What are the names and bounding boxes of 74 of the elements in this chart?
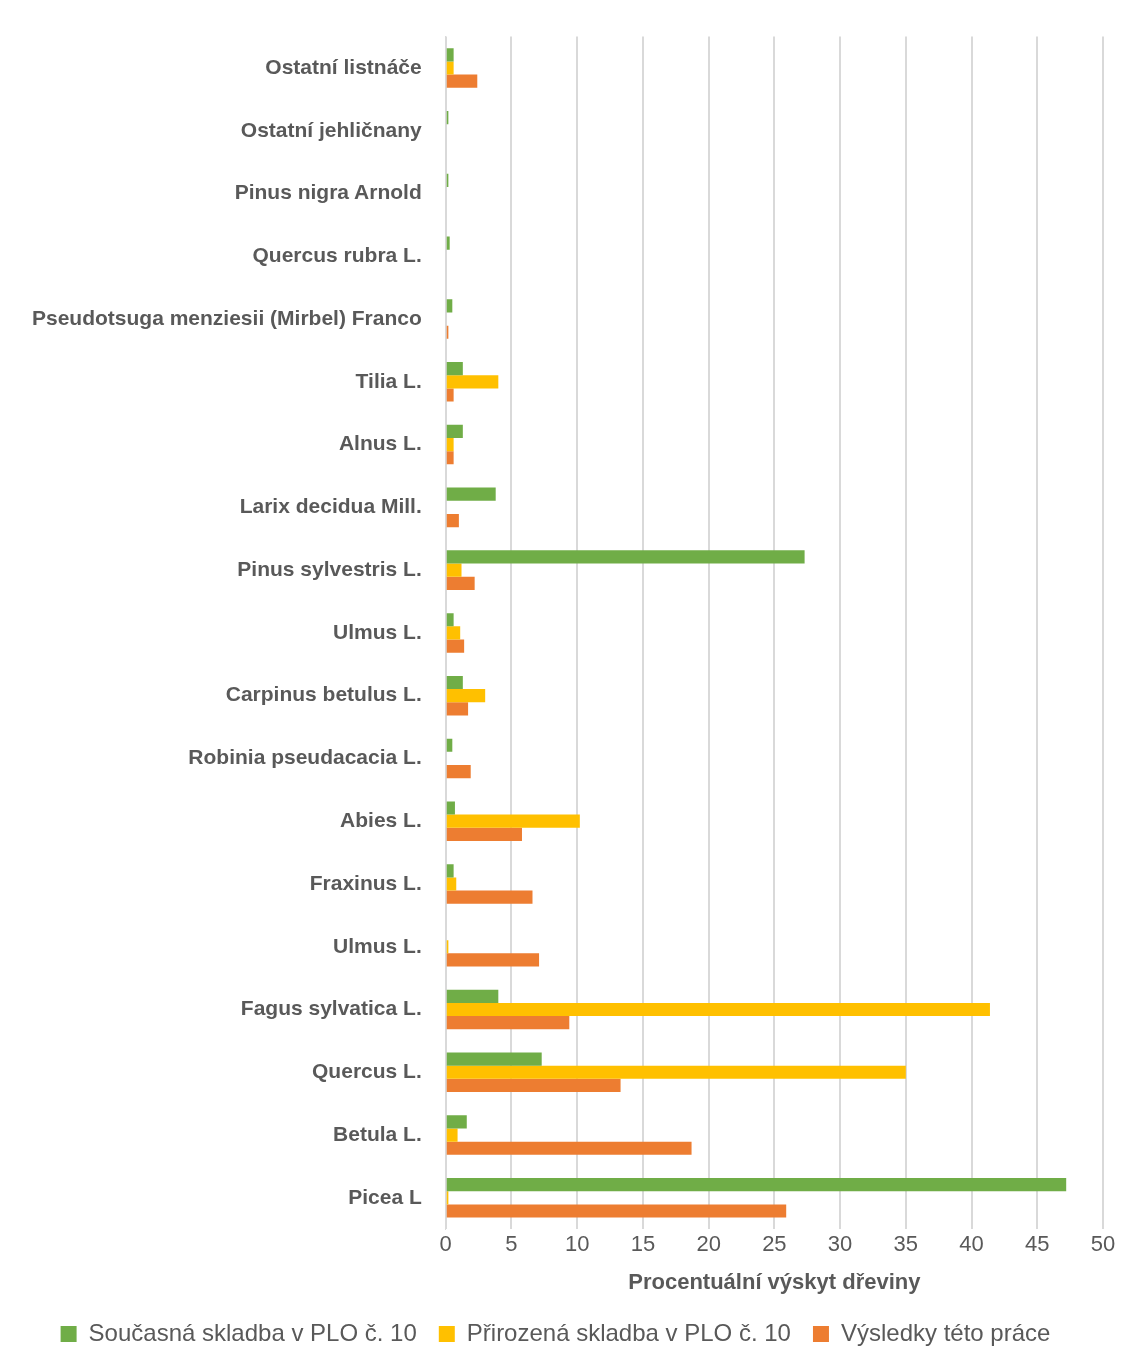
x-tick-label: 35 — [893, 1231, 919, 1257]
bar — [446, 626, 461, 640]
x-tick-label: 5 — [505, 1231, 518, 1257]
bar — [446, 513, 459, 528]
legend-label: Výsledky této práce — [840, 1318, 1051, 1346]
bar — [446, 689, 486, 703]
bar — [446, 74, 478, 88]
bar — [446, 953, 540, 967]
y-tick-label: Carpinus betulus L. — [225, 682, 422, 706]
y-tick-label: Ostatní listnáče — [265, 54, 422, 78]
y-tick-label: Pinus nigra Arnold — [234, 180, 422, 204]
y-tick-label: Tilia L. — [355, 368, 422, 392]
bar — [446, 48, 454, 62]
bar — [446, 765, 471, 779]
bar — [446, 550, 805, 564]
bar — [446, 1141, 692, 1155]
y-tick-label: Ostatní jehličnany — [240, 117, 423, 141]
y-tick-label: Quercus L. — [312, 1059, 422, 1083]
x-tick-label: 20 — [696, 1231, 721, 1257]
bar — [446, 1002, 990, 1017]
y-tick-label: Fagus sylvatica L. — [240, 996, 422, 1020]
bar — [446, 1204, 787, 1218]
bar — [446, 814, 580, 828]
bar — [446, 61, 454, 75]
bar — [446, 388, 454, 402]
bar — [446, 236, 450, 250]
bar — [446, 1065, 906, 1079]
bar — [446, 801, 455, 815]
y-tick-label: Alnus L. — [338, 431, 422, 455]
bar — [446, 1078, 621, 1093]
x-axis-title: Procentuální výskyt dřeviny — [628, 1268, 922, 1294]
bar — [446, 424, 463, 438]
bar — [446, 864, 454, 878]
y-tick-label: Quercus rubra L. — [252, 243, 422, 267]
bar — [446, 613, 454, 627]
x-tick-label: 45 — [1025, 1231, 1050, 1257]
bar — [446, 375, 499, 389]
y-tick-label: Ulmus L. — [333, 933, 422, 957]
y-tick-label: Robinia pseudacacia L. — [188, 745, 422, 769]
x-tick-label: 50 — [1090, 1231, 1116, 1257]
legend-label: Současná skladba v PLO č. 10 — [88, 1318, 417, 1346]
y-tick-label: Abies L. — [340, 808, 422, 831]
bar — [446, 487, 496, 501]
y-tick-label: Ulmus L. — [333, 619, 422, 643]
bar — [446, 1016, 570, 1030]
y-tick-label: Betula L. — [333, 1121, 422, 1145]
y-tick-label: Pseudotsuga menziesii (Mirbel) Franco — [31, 305, 422, 329]
x-tick-label: 40 — [959, 1231, 984, 1257]
legend-label: Přirozená skladba v PLO č. 10 — [466, 1318, 791, 1346]
bar — [446, 675, 463, 690]
bar — [446, 890, 533, 904]
y-tick-label: Larix decidua Mill. — [239, 494, 422, 518]
bar — [446, 451, 454, 465]
bar — [446, 1128, 458, 1142]
bar — [446, 1115, 467, 1129]
bar — [446, 827, 522, 841]
bar — [446, 438, 454, 452]
bar — [446, 1052, 542, 1066]
x-tick-label: 30 — [827, 1231, 853, 1257]
bar — [446, 989, 499, 1003]
x-tick-label: 15 — [630, 1231, 656, 1257]
bar — [446, 576, 475, 590]
x-tick-label: 25 — [762, 1231, 787, 1257]
bar — [446, 702, 469, 716]
bar — [446, 563, 462, 577]
bar — [446, 1178, 1067, 1192]
bar — [446, 362, 463, 376]
bar — [446, 877, 457, 891]
x-tick-label: 0 — [439, 1231, 452, 1257]
y-tick-label: Pinus sylvestris L. — [237, 556, 422, 580]
bar — [446, 639, 465, 653]
x-tick-label: 10 — [564, 1231, 590, 1257]
y-tick-label: Picea L — [348, 1184, 422, 1208]
y-tick-label: Fraxinus L. — [309, 870, 422, 894]
